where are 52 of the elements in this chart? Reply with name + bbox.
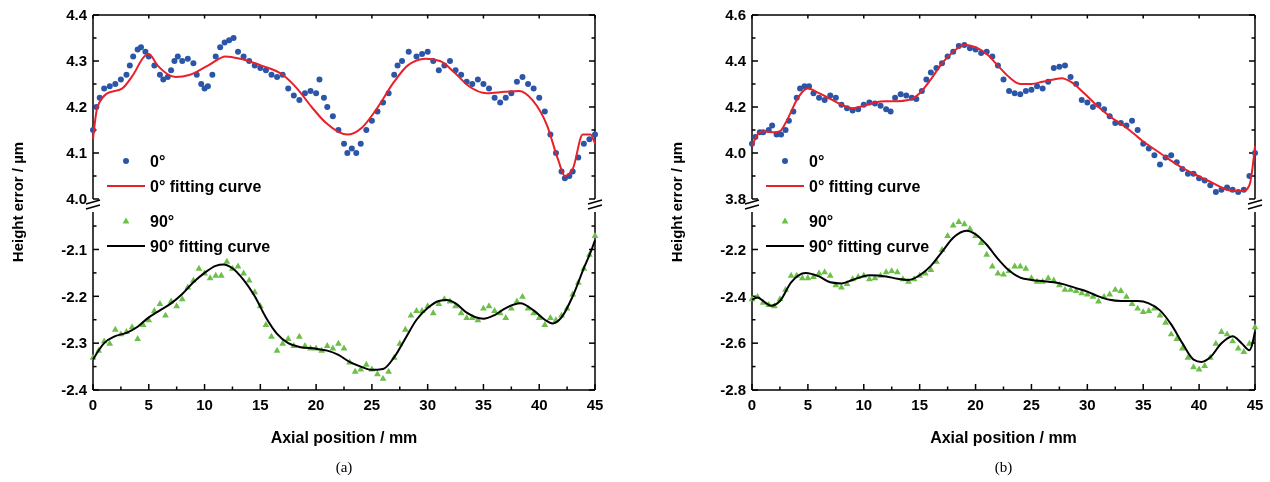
- legend-label: 90° fitting curve: [809, 237, 930, 255]
- y-tick-label: 4.3: [66, 52, 87, 70]
- legend-label: 0° fitting curve: [809, 177, 921, 195]
- x-tick-label: 25: [1023, 396, 1040, 413]
- y-tick-label: 4.0: [66, 190, 87, 208]
- legend-label: 90°: [150, 212, 175, 230]
- x-tick-label: 20: [967, 396, 984, 413]
- y-tick-label: -2.3: [61, 334, 87, 352]
- y-axis-title: Height error / µm: [668, 141, 685, 263]
- y-tick-label: 4.2: [66, 98, 87, 116]
- x-tick-label: 35: [475, 396, 492, 413]
- x-tick-label: 40: [530, 396, 548, 413]
- x-tick-label: 15: [251, 396, 269, 413]
- y-tick-label: 3.8: [725, 190, 746, 208]
- legend-label: 0°: [809, 152, 825, 170]
- x-tick-label: 10: [855, 396, 873, 413]
- x-tick-label: 45: [586, 396, 604, 413]
- x-tick-label: 5: [144, 396, 153, 413]
- x-tick-label: 0: [747, 396, 757, 413]
- legend-label: 0°: [150, 152, 166, 170]
- text: (a): [335, 459, 353, 476]
- y-tick-label: -2.8: [720, 381, 746, 399]
- legend-label: 0° fitting curve: [150, 177, 262, 195]
- x-tick-label: 40: [1190, 396, 1208, 413]
- y-axis-title: Height error / µm: [9, 141, 26, 263]
- y-tick-label: 4.2: [725, 98, 746, 116]
- y-tick-label: 4.6: [725, 6, 746, 24]
- legend-label: 90° fitting curve: [150, 237, 271, 255]
- x-tick-label: 30: [1078, 396, 1096, 413]
- text: (b): [994, 459, 1013, 476]
- x-tick-label: 15: [911, 396, 929, 413]
- x-tick-label: 0: [88, 396, 98, 413]
- y-tick-label: 4.0: [725, 144, 746, 162]
- x-axis-title: Axial position / mm: [270, 429, 418, 446]
- y-tick-label: -2.4: [720, 287, 747, 305]
- y-tick-label: 4.4: [66, 6, 88, 24]
- x-tick-label: 35: [1134, 396, 1152, 413]
- y-tick-label: 4.1: [66, 144, 87, 162]
- x-tick-label: 25: [363, 396, 381, 413]
- y-tick-label: -2.2: [720, 240, 746, 258]
- legend-label: 90°: [809, 212, 834, 230]
- y-tick-label: -2.1: [61, 240, 87, 258]
- x-tick-label: 10: [196, 396, 213, 413]
- y-tick-label: -2.4: [61, 381, 88, 399]
- y-tick-label: -2.2: [61, 287, 87, 305]
- x-tick-label: 30: [419, 396, 437, 413]
- x-axis-title: Axial position / mm: [930, 429, 1077, 446]
- y-tick-label: -2.6: [720, 334, 746, 352]
- y-tick-label: 4.4: [725, 52, 747, 70]
- x-tick-label: 20: [307, 396, 325, 413]
- x-tick-label: 45: [1246, 396, 1264, 413]
- x-tick-label: 5: [803, 396, 813, 413]
